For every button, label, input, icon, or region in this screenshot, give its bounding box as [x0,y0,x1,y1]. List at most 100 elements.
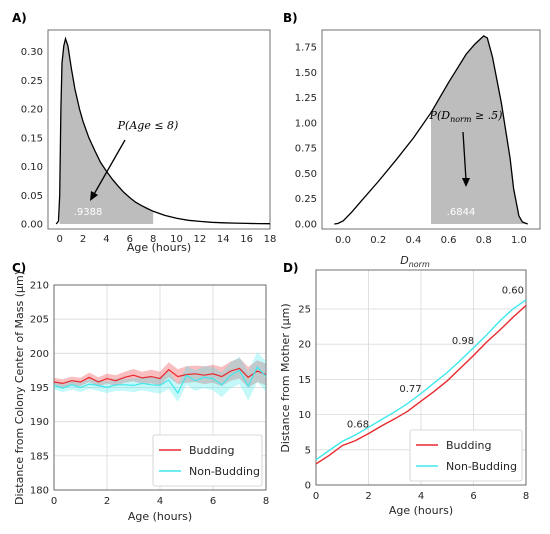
panel-c-xtick: 2 [104,496,110,507]
panel-a-xtick: 2 [80,234,86,245]
panel-a-shaded-area [59,38,154,224]
panel-a-annotation: P(Age ≤ 8) [117,119,179,132]
panel-c-label: C) [12,261,26,275]
panel-a-ytick: 0.25 [21,76,43,87]
panel-b-ytick: 0.75 [295,144,317,155]
panel-c-legend: Budding Non-Budding [152,434,263,487]
panel-a-arrow [92,139,126,197]
panel-d-ytick: 15 [298,375,311,386]
panel-c-xtick: 8 [263,496,269,507]
panel-d-line-budding [315,304,527,465]
panel-d-xtick: 6 [470,491,476,502]
panel-d-frame [315,269,527,486]
panel-d-correlation-label: 0.68 [347,419,369,430]
panel-b-arrow [462,131,467,181]
panel-b-ytick: 1.50 [295,68,317,79]
panel-c-ytick: 185 [30,451,49,462]
panel-d-legend-box [409,429,523,482]
panel-c-legend-nonbudding: Non-Budding [189,465,260,478]
panel-a-label: A) [12,11,27,25]
panel-b-ytick: 1.75 [295,43,317,54]
panel-b-ytick: 1.00 [295,118,317,129]
panel-a-ytick: 0.30 [21,47,43,58]
panel-c-xlabel: Age (hours) [128,510,192,523]
panel-b-xtick: 0.2 [370,235,386,246]
panel-b-density-curve [334,35,528,225]
panel-d-ytick: 20 [298,340,311,351]
panel-b-annotation: P(Dnorm ≥ .5) [429,109,503,124]
panel-d: D) 0 5 10 15 20 25 0 2 4 6 8 0.68 0.77 0.98 0.60 Age … [279,261,529,517]
panel-c-ytick: 200 [30,349,49,360]
panel-b-frame [321,29,541,230]
panel-c-ytick: 205 [30,315,49,326]
panel-a-ytick: 0.15 [21,133,43,144]
panel-b-xtick: 0.6 [441,235,457,246]
panel-b-xtick: 0.0 [335,235,351,246]
panel-a-arrowhead [90,191,98,201]
panel-a-xtick: 12 [194,234,207,245]
panel-c-ytick: 210 [30,281,49,292]
panel-a-shaded-value: .9388 [74,207,103,218]
panel-a-xtick: 4 [103,234,109,245]
panel-b-xtick: 0.4 [405,235,421,246]
panel-b-xlabel: Dnorm [400,254,430,269]
panel-b-ytick: 0.25 [295,194,317,205]
panel-a-xtick: 10 [170,234,183,245]
panel-a-xtick: 14 [217,234,230,245]
panel-a-xlabel: Age (hours) [127,241,191,254]
panel-c-line-budding [53,367,267,385]
panel-d-legend-nonbudding: Non-Budding [446,460,517,473]
panel-d-correlation-label: 0.60 [502,286,524,297]
panel-d-correlation-label: 0.77 [399,384,421,395]
panel-c-frame [53,284,267,491]
panel-d-ytick: 0 [305,481,311,492]
panel-a-xtick: 6 [127,234,133,245]
panel-a-ytick: 0.20 [21,105,43,116]
panel-b-xtick: 0.8 [476,235,492,246]
panel-a-xtick: 8 [150,234,156,245]
panel-c-line-nonbudding [53,365,267,395]
panel-c-xtick: 4 [157,496,163,507]
panel-d-xtick: 0 [313,491,319,502]
panel-d-ylabel: Distance from Mother (μm) [279,303,292,452]
panel-c-ytick: 190 [30,417,49,428]
panel-c-ylabel: Distance from Colony Center of Mass (μm) [13,271,26,505]
panel-b-label: B) [283,11,298,25]
panel-d-xtick: 8 [523,491,529,502]
panel-d-xlabel: Age (hours) [389,504,453,517]
panel-d-xtick: 2 [365,491,371,502]
panel-b-ytick: 1.25 [295,93,317,104]
panel-d-label: D) [283,261,298,275]
panel-b-ytick: 0.00 [295,220,317,231]
panel-d-legend-budding: Budding [446,439,492,452]
panel-c-ytick: 195 [30,383,49,394]
panel-a-ytick: 0.10 [21,162,43,173]
panel-d-ytick: 25 [298,305,311,316]
panel-b-arrowhead [462,178,470,187]
panel-c-legend-budding: Budding [189,444,235,457]
panel-b-shaded-value: .6844 [447,207,476,218]
panel-c: C) 180 185 190 195 200 205 210 0 2 4 6 8 Age (hours… [12,261,269,523]
panel-c-xtick: 0 [51,496,57,507]
panel-c-band-budding [54,358,266,388]
panel-d-line-nonbudding [315,299,527,461]
panel-a-xtick: 0 [56,234,62,245]
panel-b-ytick: 0.50 [295,169,317,180]
panel-d-legend: Budding Non-Budding [409,429,523,482]
panel-c-ytick: 180 [30,486,49,497]
panel-d-ytick: 10 [298,410,311,421]
panel-a-ytick: 0.00 [21,220,43,231]
panel-c-xtick: 6 [210,496,216,507]
panel-a-xtick: 18 [264,234,277,245]
panel-b-xtick: 1.0 [511,235,527,246]
panel-c-band-nonbudding [54,352,266,402]
panel-a: A) 0.00 0.05 0.10 0.15 0.20 0.25 0.30 0 2 4 6 8 10 12… [12,11,276,254]
panel-d-ytick: 5 [305,445,311,456]
panel-a-density-curve [55,36,271,225]
panel-a-xtick: 16 [240,234,253,245]
panel-a-ytick: 0.05 [21,191,43,202]
panel-a-frame [47,29,271,230]
panel-b-shaded-area [431,35,528,225]
panel-b: B) 0.00 0.25 0.50 0.75 1.00 1.25 1.50 1.75 0.0 0.… [283,11,541,269]
